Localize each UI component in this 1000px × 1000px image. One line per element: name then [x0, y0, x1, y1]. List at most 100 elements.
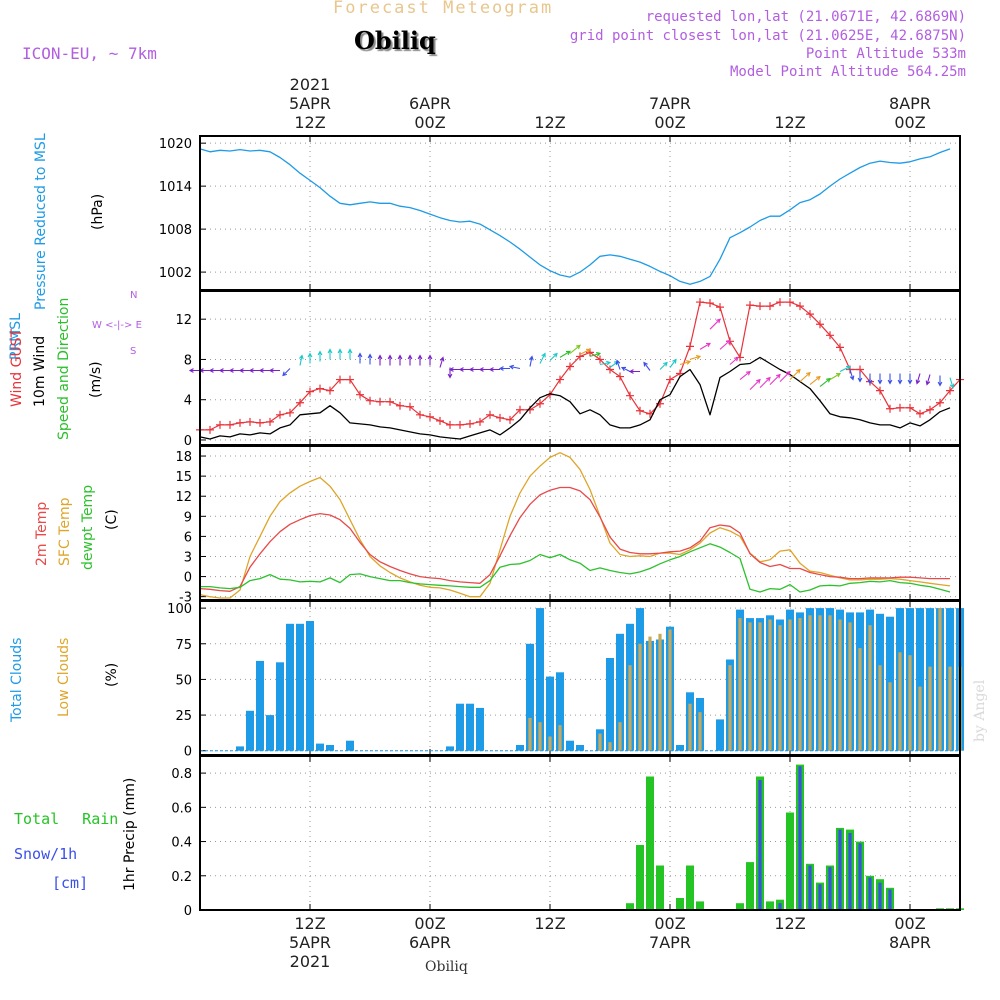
total-cloud-bar	[546, 676, 554, 751]
wind-direction-arrow	[439, 356, 445, 368]
wind-direction-arrow	[488, 367, 500, 372]
total-cloud-bar	[266, 715, 274, 751]
low-cloud-bar	[908, 655, 912, 751]
total-cloud-bar	[276, 662, 284, 751]
compass-we: W <-|-> E	[92, 320, 142, 331]
clouds-tick-label: 100	[167, 602, 192, 617]
gust-marker	[576, 352, 584, 361]
wind-direction-arrow	[799, 371, 811, 383]
gust-marker	[376, 397, 384, 406]
bottom-time-label: 5APR	[289, 933, 331, 952]
wind-direction-arrow	[819, 377, 831, 388]
wind-direction-arrow	[857, 371, 863, 383]
wind-direction-arrow	[427, 354, 433, 366]
snow-bar	[778, 903, 782, 910]
snow-bar	[878, 882, 882, 910]
snow-unit-label: [cm]	[52, 874, 89, 892]
temp-panel: -3 0 3 6 9 12 15 18	[175, 446, 960, 606]
wind-tick-label: 4	[184, 394, 192, 409]
top-time-label: 5APR	[289, 94, 331, 113]
bottom-time-label: 2021	[290, 952, 331, 971]
compass-s: S	[130, 346, 137, 357]
total-cloud-bar	[606, 658, 614, 751]
gust-marker	[616, 372, 624, 381]
model-point-altitude: Model Point Altitude 564.25m	[729, 64, 966, 80]
precip-frame	[199, 755, 961, 911]
top-time-label: 12Z	[774, 113, 805, 132]
total-cloud-bar	[296, 623, 304, 751]
gust-marker	[756, 302, 764, 311]
wind-gust-line	[200, 301, 961, 431]
snow-bar	[828, 867, 832, 910]
wind-direction-arrow	[925, 374, 931, 386]
wind-direction-arrow	[709, 318, 721, 330]
bottom-time-label: 12Z	[774, 914, 805, 933]
wind-direction-arrow	[268, 368, 280, 373]
low-cloud-bar	[558, 725, 562, 751]
low-cloud-bar	[858, 648, 862, 751]
wind-direction-arrow	[628, 369, 640, 374]
low-cloud-bar	[948, 666, 952, 751]
wind-direction-arrow	[620, 366, 631, 372]
gust-marker	[416, 410, 424, 419]
wind-direction-arrow	[397, 354, 403, 366]
total-cloud-bar	[346, 740, 354, 751]
low-cloud-bar	[938, 608, 942, 751]
wind-speed-line	[199, 356, 951, 440]
gust-marker	[326, 386, 334, 395]
wind-direction-arrow	[849, 369, 855, 381]
gust-marker	[496, 413, 504, 422]
wind-direction-arrow	[877, 373, 883, 385]
gust-marker	[296, 398, 304, 407]
wind-direction-arrow	[298, 354, 304, 366]
wind-direction-arrow	[188, 368, 200, 373]
rain-bar	[646, 776, 654, 910]
gust-marker	[276, 410, 284, 419]
wind-direction-arrow	[779, 370, 791, 382]
pressure-panel: 1002 1008 1014 1020	[159, 136, 960, 290]
gust-marker	[816, 320, 824, 329]
low-cloud-bar	[618, 722, 622, 751]
model-label: ICON-EU, ~ 7km	[22, 44, 157, 63]
gust-marker	[536, 399, 544, 408]
total-cloud-bar	[716, 719, 724, 751]
compass-n: N	[130, 290, 138, 301]
temp-tick-label: 9	[184, 510, 192, 525]
low-cloud-bar	[808, 615, 812, 751]
wind-direction-arrow	[407, 354, 413, 366]
wind-direction-arrow	[458, 367, 470, 372]
low-cloud-bar	[548, 736, 552, 751]
gust-marker	[406, 402, 414, 411]
low-cloud-bar	[758, 622, 762, 751]
temp-tick-label: 6	[184, 530, 192, 545]
wind-direction-arrow	[387, 354, 393, 366]
low-cloud-bar	[848, 622, 852, 751]
top-time-label: 12Z	[534, 113, 565, 132]
wind-direction-arrow	[549, 352, 558, 361]
gust-marker	[286, 408, 294, 417]
precip-tick-label: 0	[184, 904, 192, 919]
gust-marker	[906, 403, 914, 412]
gust-marker	[636, 406, 644, 415]
total-cloud-bar	[526, 643, 534, 751]
bottom-time-label: 8APR	[889, 933, 931, 952]
wind-direction-arrow	[615, 359, 621, 370]
low-cloud-bar	[798, 618, 802, 751]
wind-direction-arrow	[689, 355, 702, 360]
wind-direction-arrow	[228, 368, 240, 373]
wind-direction-arrow	[809, 375, 821, 386]
wind-tick-label: 0	[184, 434, 192, 449]
rain-bar	[676, 898, 684, 910]
low-cloud-bar	[628, 665, 632, 751]
low-cloud-bar	[538, 722, 542, 751]
temp-2m-line	[199, 486, 950, 592]
wind-direction-arrow	[887, 373, 893, 385]
gust-marker	[926, 405, 934, 414]
wind-direction-arrow	[238, 368, 250, 373]
low-cloud-bar	[668, 629, 672, 751]
gust-marker	[246, 417, 254, 426]
gust-marker	[566, 362, 574, 371]
low-cloud-bar	[738, 618, 742, 751]
wind-direction-arrow	[498, 366, 510, 371]
wind-direction-arrow	[789, 368, 801, 380]
